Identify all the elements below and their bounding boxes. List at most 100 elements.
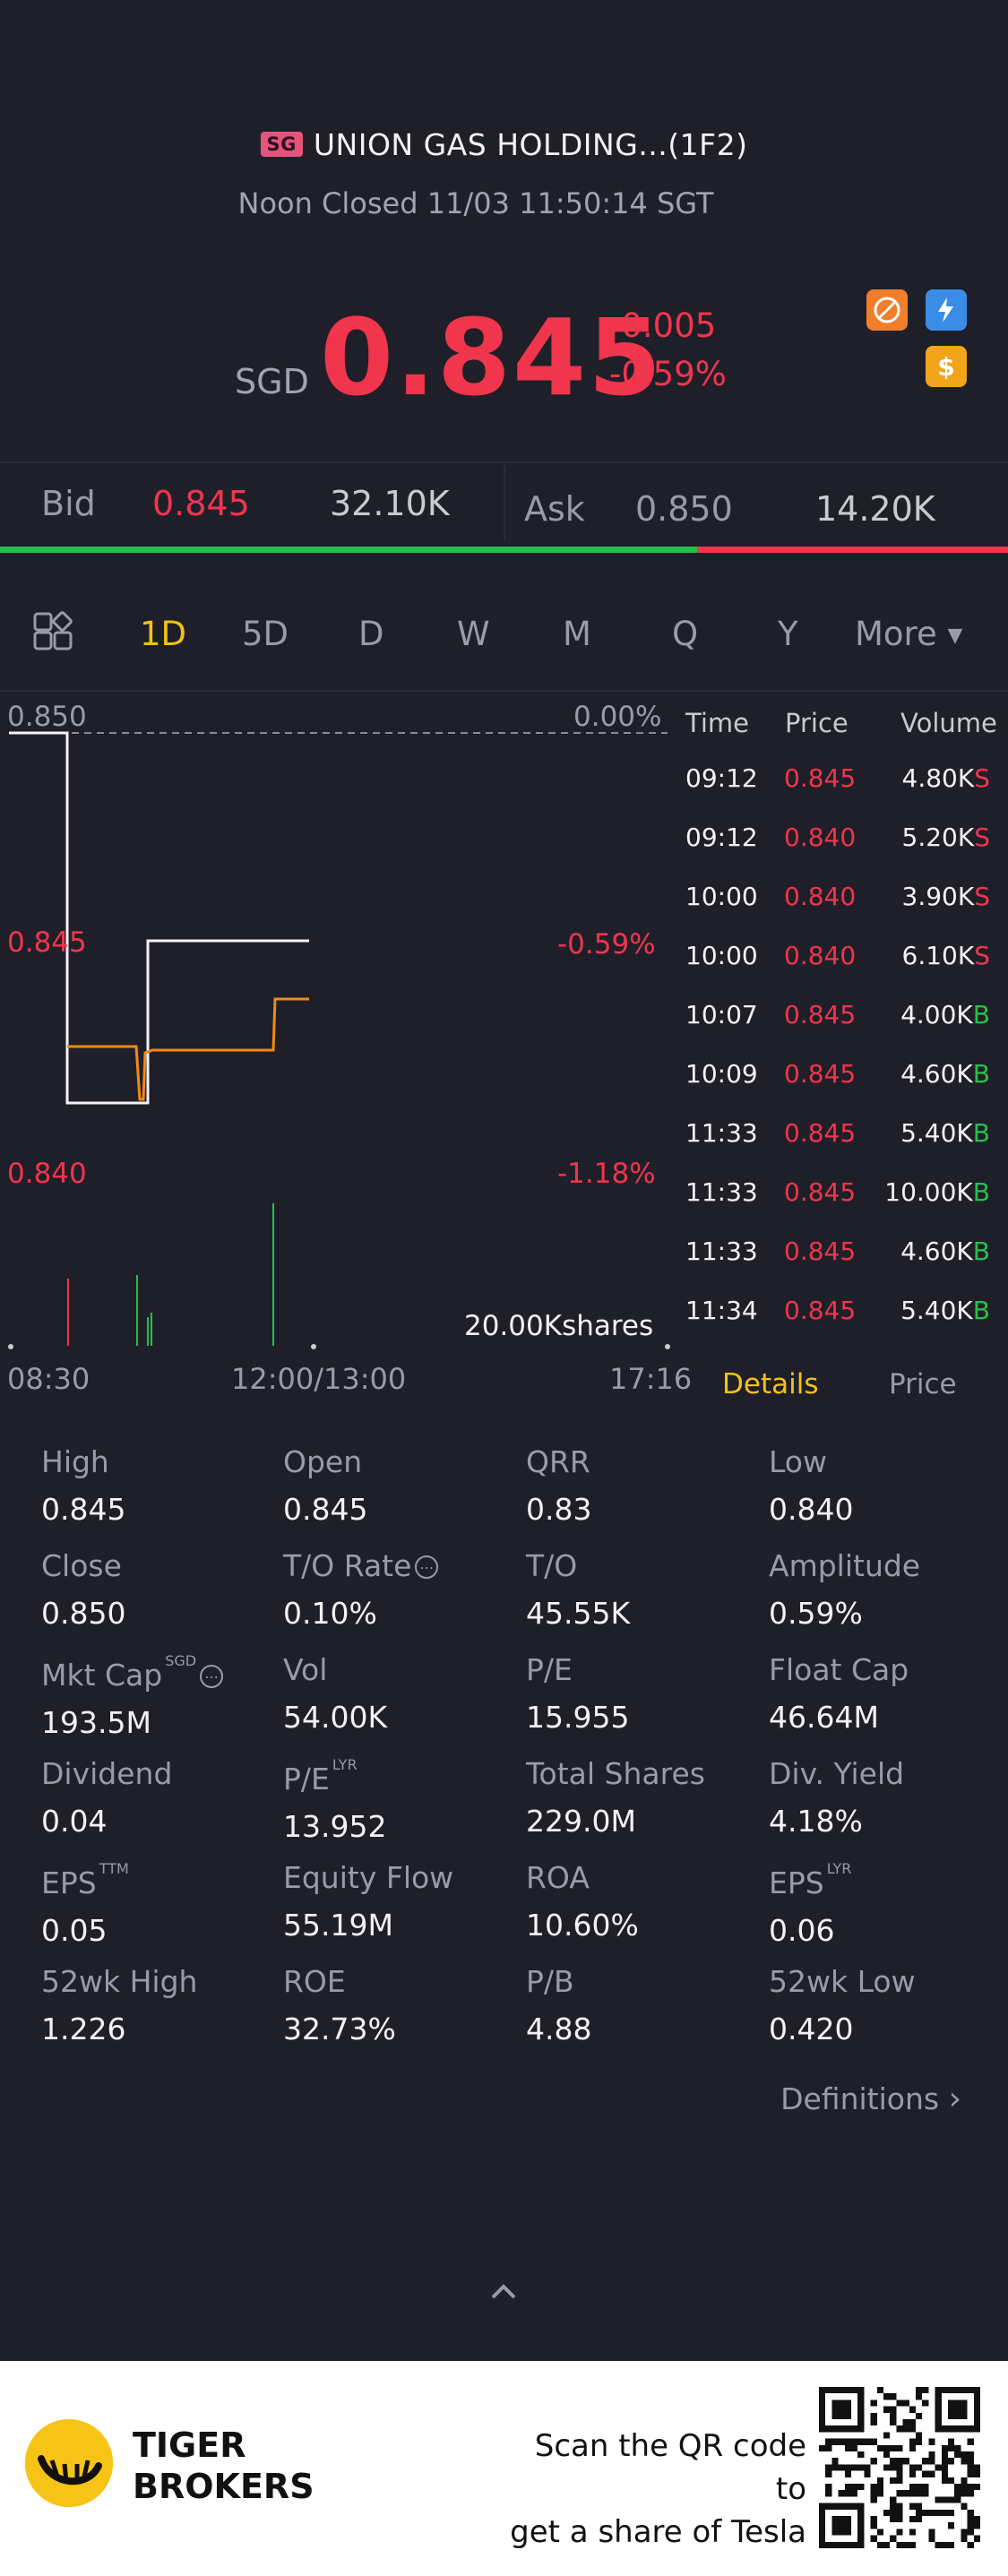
stock-name: UNION GAS HOLDING...(1F2) xyxy=(313,127,748,162)
bid-size: 32.10K xyxy=(330,484,450,523)
trade-price: 0.845 xyxy=(784,1059,857,1089)
stat-label: Total Shares xyxy=(526,1756,705,1791)
stat-t-o: T/O 45.55K xyxy=(526,1548,630,1631)
trade-time: 10:00 xyxy=(685,941,758,970)
stat-value: 32.73% xyxy=(283,2012,396,2046)
stat-value: 4.18% xyxy=(769,1804,863,1839)
trade-volume-value: 10.00K xyxy=(884,1177,973,1207)
stat-value: 0.05 xyxy=(41,1913,108,1948)
trade-side: B xyxy=(972,1296,990,1325)
caret-down-icon: ▼ xyxy=(947,625,963,647)
tab-details[interactable]: Details xyxy=(722,1368,819,1400)
trade-price: 0.845 xyxy=(784,1000,857,1030)
ask-price: 0.850 xyxy=(635,489,733,529)
stat-value: 0.06 xyxy=(769,1913,835,1948)
stat-p-e: P/E LYR 13.952 xyxy=(283,1756,386,1844)
stat-label: 52wk High xyxy=(41,1964,198,1999)
trade-side: B xyxy=(972,1118,990,1148)
trade-side: S xyxy=(974,941,990,970)
tab-5d[interactable]: 5D xyxy=(242,615,289,653)
tab-1d[interactable]: 1D xyxy=(140,615,187,653)
stock-title: SG UNION GAS HOLDING...(1F2) xyxy=(0,127,1008,162)
trade-volume-value: 3.90K xyxy=(901,882,975,911)
trade-time: 10:09 xyxy=(685,1059,758,1089)
trade-row: 09:12 0.845 4.80KS xyxy=(0,763,1008,823)
stat-t-o-rate: T/O Rate ⋯ 0.10% xyxy=(283,1548,439,1631)
trade-row: 10:07 0.845 4.00KB xyxy=(0,1000,1008,1059)
trade-row: 11:34 0.845 5.40KB xyxy=(0,1296,1008,1355)
trade-price: 0.845 xyxy=(784,1177,857,1207)
trade-row: 10:09 0.845 4.60KB xyxy=(0,1059,1008,1118)
trade-side: S xyxy=(974,763,990,793)
chart-layout-icon[interactable] xyxy=(32,611,73,652)
ask-label: Ask xyxy=(524,489,585,529)
stat-label: Float Cap xyxy=(769,1652,909,1687)
more-info-icon[interactable]: ⋯ xyxy=(415,1555,439,1579)
intraday-chart[interactable] xyxy=(0,694,681,1357)
divider xyxy=(0,690,1008,692)
stat-close: Close 0.850 xyxy=(41,1548,125,1631)
trade-price: 0.845 xyxy=(784,1296,857,1325)
stat-value: 193.5M xyxy=(41,1705,151,1740)
stat-mkt-cap: Mkt Cap SGD⋯ 193.5M xyxy=(41,1652,224,1740)
trade-price: 0.840 xyxy=(784,823,857,852)
tab-price-distribution[interactable]: Price xyxy=(889,1368,957,1400)
stat-label: ROE xyxy=(283,1964,346,1999)
trade-volume: 4.60KB xyxy=(900,1236,990,1266)
stat-label: ROA xyxy=(526,1860,590,1895)
dollar-icon[interactable]: $ xyxy=(926,346,967,387)
brand-line-2: BROKERS xyxy=(133,2467,314,2506)
volume-axis-dot xyxy=(665,1344,670,1349)
stat-superscript: LYR xyxy=(332,1756,358,1773)
trade-side: S xyxy=(974,823,990,852)
promo-line-1: Scan the QR code to xyxy=(534,2428,806,2507)
stat-superscript: SGD xyxy=(165,1652,197,1669)
stat-label: Open xyxy=(283,1444,363,1479)
no-short-icon[interactable] xyxy=(866,289,908,331)
trade-time: 11:34 xyxy=(685,1296,758,1325)
definitions-link[interactable]: Definitions › xyxy=(780,2081,961,2117)
tab-w[interactable]: W xyxy=(457,615,490,653)
trade-row: 11:33 0.845 10.00KB xyxy=(0,1177,1008,1236)
stat-label: QRR xyxy=(526,1444,590,1479)
tab-d[interactable]: D xyxy=(358,615,384,653)
tab-y[interactable]: Y xyxy=(778,615,798,653)
trade-side: B xyxy=(972,1236,990,1266)
more-info-icon[interactable]: ⋯ xyxy=(200,1665,224,1688)
stat-p-b: P/B 4.88 xyxy=(526,1964,591,2046)
stat-value: 0.83 xyxy=(526,1492,592,1527)
stat-value: 46.64M xyxy=(769,1700,879,1735)
stat-value: 0.845 xyxy=(41,1492,126,1527)
stat-label: Dividend xyxy=(41,1756,173,1791)
volume-scale-label: 20.00Kshares xyxy=(464,1310,654,1342)
trade-time: 09:12 xyxy=(685,763,758,793)
trade-side: B xyxy=(972,1177,990,1207)
stat-label: T/O Rate xyxy=(283,1548,412,1583)
stat-open: Open 0.845 xyxy=(283,1444,367,1527)
trade-volume: 10.00KB xyxy=(884,1177,990,1207)
bid-price: 0.845 xyxy=(152,484,250,523)
stat-value: 54.00K xyxy=(283,1700,388,1735)
bid-ask-separator xyxy=(504,466,505,541)
promo-text: Scan the QR code to get a share of Tesla xyxy=(502,2425,806,2554)
tab-more[interactable]: More ▼ xyxy=(855,615,962,653)
trade-volume: 6.10KS xyxy=(902,941,991,970)
trade-volume: 4.80KS xyxy=(902,763,991,793)
stat-value: 0.59% xyxy=(769,1596,863,1631)
trade-volume: 5.40KB xyxy=(900,1118,990,1148)
stat-label: Low xyxy=(769,1444,827,1479)
stat-value: 0.845 xyxy=(283,1492,368,1527)
chevron-up-icon[interactable] xyxy=(486,2274,521,2310)
trade-row: 10:00 0.840 6.10KS xyxy=(0,941,1008,1000)
tab-m[interactable]: M xyxy=(563,615,591,653)
tab-more-label: More xyxy=(855,615,937,653)
average-price-line xyxy=(67,997,309,1101)
stat-label: Equity Flow xyxy=(283,1860,454,1895)
stat-value: 1.226 xyxy=(41,2012,126,2046)
qr-code-icon[interactable] xyxy=(819,2387,980,2548)
y-axis-top-pct: 0.00% xyxy=(573,701,662,733)
trade-time: 11:33 xyxy=(685,1118,758,1148)
trade-volume-value: 4.80K xyxy=(901,763,975,793)
tab-q[interactable]: Q xyxy=(672,615,699,653)
lightning-icon[interactable] xyxy=(926,289,967,331)
